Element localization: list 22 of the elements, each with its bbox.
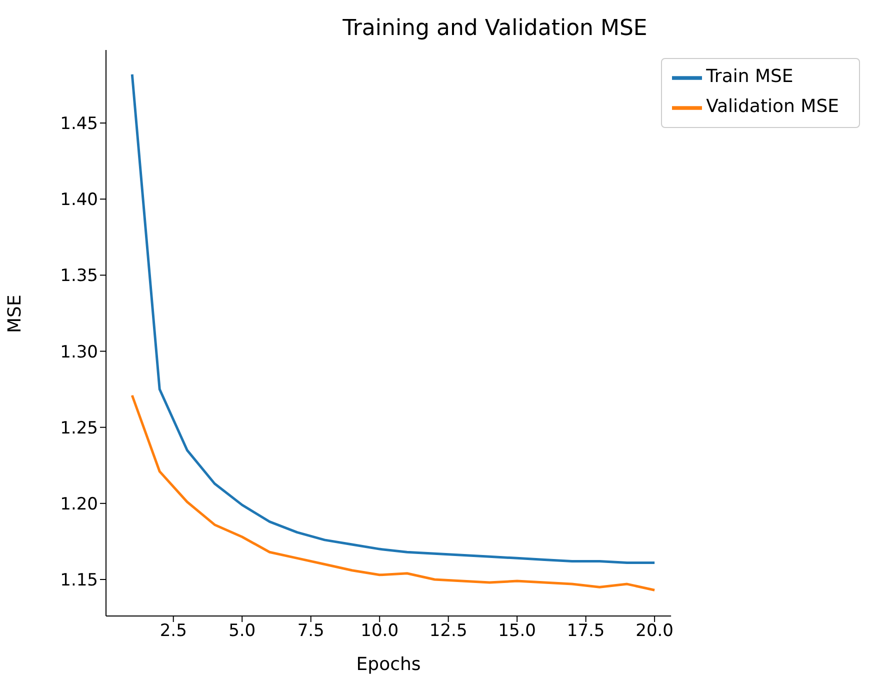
legend-label: Train MSE bbox=[706, 66, 794, 88]
x-tick-label: 15.0 bbox=[498, 621, 536, 642]
y-tick-label: 1.20 bbox=[60, 494, 98, 514]
y-tick-label: 1.15 bbox=[60, 570, 98, 591]
y-tick-label: 1.30 bbox=[60, 342, 98, 362]
line-series bbox=[130, 394, 656, 592]
legend-label: Validation MSE bbox=[706, 96, 839, 118]
x-axis-title: Epochs bbox=[356, 654, 421, 675]
x-tick-label: 12.5 bbox=[429, 621, 468, 642]
y-tick-label: 1.40 bbox=[60, 190, 98, 210]
line-series bbox=[130, 73, 656, 564]
x-tick-label: 17.5 bbox=[566, 621, 605, 642]
chart-title: Training and Validation MSE bbox=[342, 16, 648, 41]
y-tick-label: 1.35 bbox=[60, 266, 98, 286]
x-tick-label: 7.5 bbox=[297, 621, 324, 642]
y-tick-label: 1.45 bbox=[60, 114, 98, 134]
x-tick-label: 2.5 bbox=[160, 621, 187, 642]
x-tick-label: 5.0 bbox=[228, 621, 256, 642]
y-axis-title: MSE bbox=[4, 294, 26, 333]
x-tick-label: 10.0 bbox=[360, 621, 399, 642]
y-tick-label: 1.25 bbox=[60, 418, 98, 438]
x-tick-label: 20.0 bbox=[636, 621, 674, 642]
